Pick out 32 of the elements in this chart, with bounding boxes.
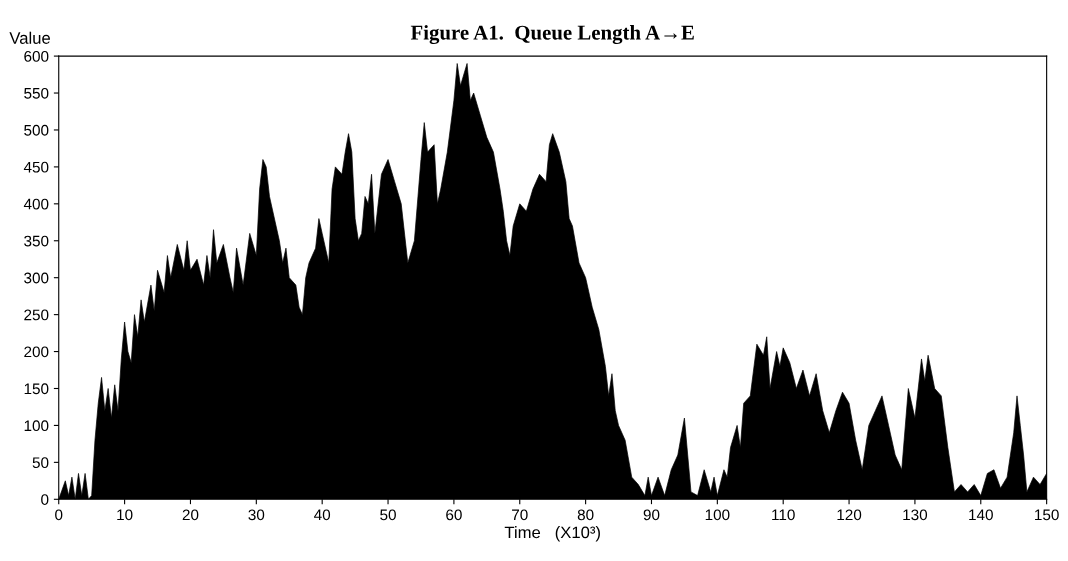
y-tick-label: 500 <box>24 124 49 136</box>
x-tick-label: 20 <box>182 509 199 521</box>
y-tick-label: 150 <box>24 383 49 395</box>
x-tick-label: 60 <box>446 509 462 521</box>
y-tick-label: 350 <box>24 235 49 247</box>
x-tick-label: 40 <box>314 509 331 521</box>
x-tick-label: 0 <box>55 509 63 521</box>
y-tick-label: 100 <box>24 420 49 432</box>
y-tick-label: 300 <box>24 272 49 284</box>
y-axis-title: Value <box>9 31 50 44</box>
x-tick-label: 90 <box>643 509 660 521</box>
x-tick-label: 100 <box>705 509 730 521</box>
chart-title: Figure A1. Queue Length A→E <box>410 24 694 45</box>
x-tick-label: 70 <box>512 509 528 521</box>
y-tick-label: 600 <box>24 50 49 62</box>
x-tick-label: 50 <box>380 509 396 521</box>
x-tick-label: 130 <box>903 509 928 521</box>
y-tick-label: 200 <box>24 346 49 358</box>
x-tick-label: 80 <box>577 509 594 521</box>
y-tick-label: 0 <box>41 494 49 505</box>
x-axis-title: Time (X10³) <box>504 526 600 542</box>
y-tick-label: 50 <box>32 457 49 469</box>
x-tick-label: 30 <box>248 509 265 521</box>
y-tick-label: 550 <box>24 87 49 99</box>
x-tick-label: 140 <box>969 509 993 521</box>
y-tick-label: 400 <box>23 198 49 210</box>
x-tick-label: 10 <box>117 509 133 521</box>
y-tick-label: 250 <box>24 309 49 321</box>
x-tick-label: 150 <box>1035 509 1059 521</box>
x-tick-label: 120 <box>837 509 862 521</box>
y-tick-label: 450 <box>23 161 49 173</box>
x-tick-label: 110 <box>772 509 795 521</box>
